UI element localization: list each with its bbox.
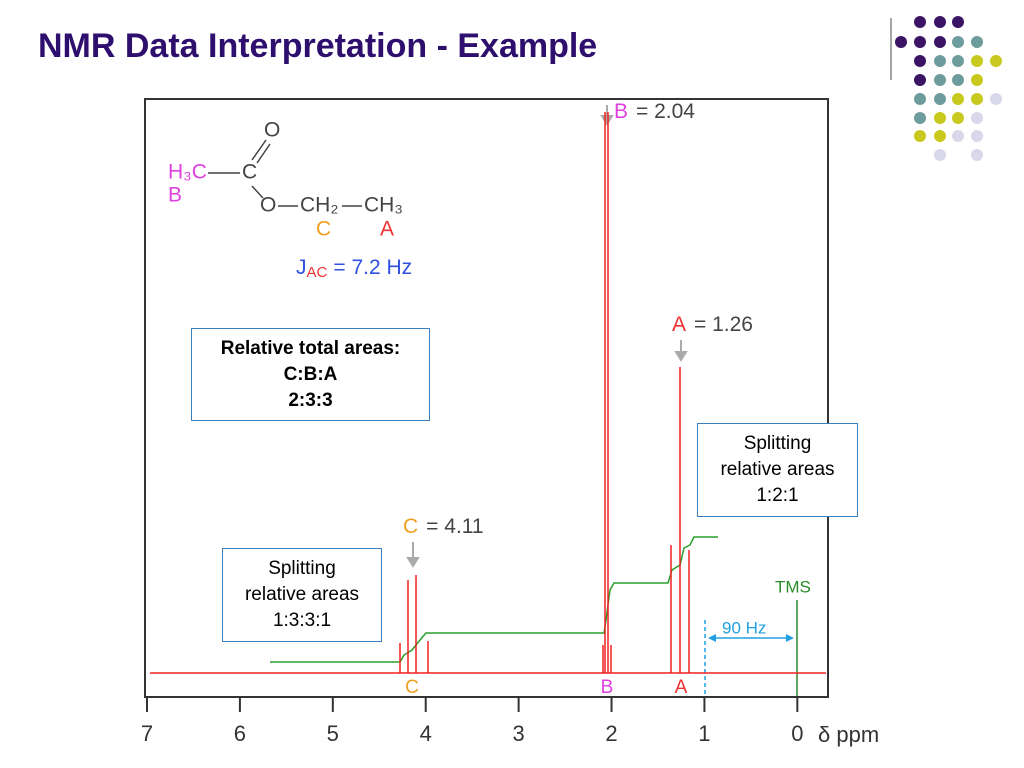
x-tick-label: 3 xyxy=(512,721,524,746)
label-b: B xyxy=(168,184,182,207)
letter: A xyxy=(672,313,686,336)
x-label: δ ppm xyxy=(818,722,879,747)
spectrum xyxy=(150,112,826,674)
coupling-sub: AC xyxy=(307,264,328,281)
label-a: A xyxy=(380,218,394,241)
peak-letter: A xyxy=(675,677,688,698)
label-c: C xyxy=(316,218,331,241)
methylene: CH₂ xyxy=(300,194,338,217)
value: = 1.26 xyxy=(694,313,753,336)
letter: B xyxy=(614,100,628,123)
width-label: 90 Hz xyxy=(722,618,766,637)
carbonyl: C xyxy=(242,161,257,184)
oxo: O xyxy=(264,119,280,142)
total-areas-box: Relative total areas: C:B:A 2:3:3 xyxy=(191,328,430,421)
slide-title: NMR Data Interpretation - Example xyxy=(38,27,597,65)
line: Splitting xyxy=(268,558,336,579)
line: 1:2:1 xyxy=(756,485,799,506)
peak-a-note: A = 1.26 xyxy=(672,313,753,336)
x-tick-label: 2 xyxy=(605,721,617,746)
letter: C xyxy=(403,515,418,538)
line: 1:3:3:1 xyxy=(272,610,332,631)
dots xyxy=(895,16,1002,161)
x-tick-label: 0 xyxy=(791,721,803,746)
molecule: H₃C C O O CH₂ CH₃ B C A xyxy=(168,119,403,241)
tms-label: TMS xyxy=(775,577,811,596)
split-c-box: Splitting relative areas 1:3:3:1 xyxy=(222,548,382,642)
line: relative areas xyxy=(244,584,360,605)
x-tick-label: 4 xyxy=(420,721,432,746)
line: relative areas xyxy=(720,459,835,480)
x-axis: 7 6 5 4 3 2 1 0 xyxy=(141,696,828,746)
line: C:B:A xyxy=(283,364,338,385)
ester-o: O xyxy=(260,194,276,217)
arrows xyxy=(406,105,688,568)
peak-c-note: C = 4.11 xyxy=(403,515,484,538)
value: = 4.11 xyxy=(426,515,483,538)
methyl-b: H₃C xyxy=(168,161,207,184)
integral xyxy=(270,536,718,663)
peak-letter: C xyxy=(405,677,419,698)
line: Relative total areas: xyxy=(220,338,401,359)
value: = 2.04 xyxy=(636,100,695,123)
coupling-text: = 7.2 Hz xyxy=(333,256,412,279)
peak-b-note: B = 2.04 xyxy=(614,100,695,123)
peak-letter: B xyxy=(601,677,614,698)
line: Splitting xyxy=(743,433,812,454)
methyl-a: CH₃ xyxy=(364,194,403,217)
coupling: JAC = 7.2 Hz xyxy=(296,256,412,281)
coupling-symbol: J xyxy=(296,256,307,279)
x-tick-label: 5 xyxy=(327,721,339,746)
split-a-box: Splitting relative areas 1:2:1 xyxy=(697,423,858,517)
x-tick-label: 1 xyxy=(698,721,710,746)
x-tick-label: 7 xyxy=(141,721,153,746)
line: 2:3:3 xyxy=(288,390,333,411)
x-tick-label: 6 xyxy=(234,721,246,746)
